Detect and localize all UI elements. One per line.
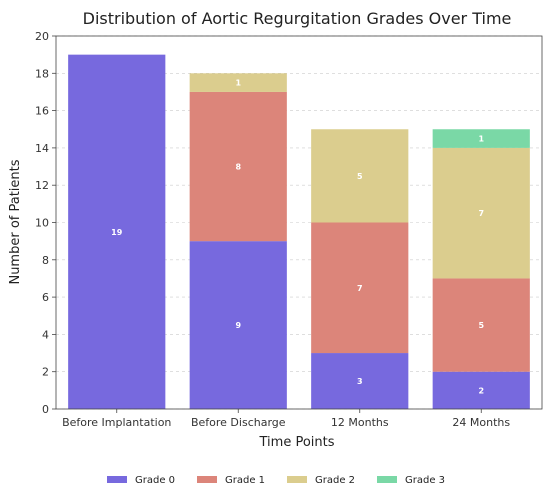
legend-swatch bbox=[377, 476, 397, 483]
y-tick-label: 8 bbox=[42, 254, 49, 267]
y-tick-label: 20 bbox=[35, 30, 49, 43]
y-tick-label: 10 bbox=[35, 217, 49, 230]
legend-swatch bbox=[107, 476, 127, 483]
x-axis-ticks: Before Implantation Before Discharge 12 Mo… bbox=[62, 409, 510, 429]
y-tick-label: 4 bbox=[42, 328, 49, 341]
bar-value-label: 2 bbox=[478, 386, 484, 395]
legend: Grade 0 Grade 1 Grade 2 Grade 3 bbox=[107, 475, 445, 486]
legend-label: Grade 3 bbox=[405, 475, 445, 486]
bar-value-label: 1 bbox=[235, 79, 241, 88]
bar-value-label: 5 bbox=[478, 321, 484, 330]
bar-segment bbox=[432, 129, 530, 148]
bar-value-label: 9 bbox=[235, 321, 241, 330]
y-tick-label: 18 bbox=[35, 67, 49, 80]
y-axis-ticks: 0 2 4 6 8 10 12 14 16 18 20 bbox=[35, 30, 56, 416]
bar-value-label: 1 bbox=[478, 135, 484, 144]
x-tick-label: 24 Months bbox=[452, 416, 510, 429]
x-tick-label: Before Discharge bbox=[191, 416, 286, 429]
legend-swatch bbox=[287, 476, 307, 483]
bar-value-label: 8 bbox=[235, 163, 241, 172]
bar-segment bbox=[68, 54, 166, 410]
bar-value-label: 7 bbox=[357, 284, 363, 293]
bar-segment bbox=[189, 91, 287, 242]
bar-segment bbox=[189, 73, 287, 92]
bar-value-label: 5 bbox=[357, 172, 363, 181]
bar-value-label: 3 bbox=[357, 377, 363, 386]
y-tick-label: 2 bbox=[42, 366, 49, 379]
y-tick-label: 14 bbox=[35, 142, 49, 155]
y-tick-label: 6 bbox=[42, 291, 49, 304]
legend-label: Grade 0 bbox=[135, 475, 175, 486]
bar-segment bbox=[432, 371, 530, 409]
x-axis-label: Time Points bbox=[259, 435, 335, 450]
legend-label: Grade 2 bbox=[315, 475, 355, 486]
bar-value-label: 7 bbox=[478, 209, 484, 218]
legend-swatch bbox=[197, 476, 217, 483]
legend-label: Grade 1 bbox=[225, 475, 265, 486]
bar-value-label: 19 bbox=[111, 228, 123, 237]
bar-segment bbox=[189, 241, 287, 409]
x-tick-label: Before Implantation bbox=[62, 416, 171, 429]
y-tick-label: 12 bbox=[35, 179, 49, 192]
bar-segment bbox=[311, 129, 409, 223]
bar-segment bbox=[311, 222, 409, 354]
bar-value-labels: 19 9 8 1 3 7 5 2 5 7 1 bbox=[111, 79, 484, 396]
x-tick-label: 12 Months bbox=[331, 416, 389, 429]
bars bbox=[68, 54, 530, 410]
y-tick-label: 0 bbox=[42, 403, 49, 416]
y-axis-label: Number of Patients bbox=[8, 159, 23, 284]
bar-segment bbox=[432, 278, 530, 372]
chart-title: Distribution of Aortic Regurgitation Gra… bbox=[83, 9, 512, 28]
bar-segment bbox=[311, 353, 409, 409]
bar-segment bbox=[432, 147, 530, 279]
y-tick-label: 16 bbox=[35, 105, 49, 118]
